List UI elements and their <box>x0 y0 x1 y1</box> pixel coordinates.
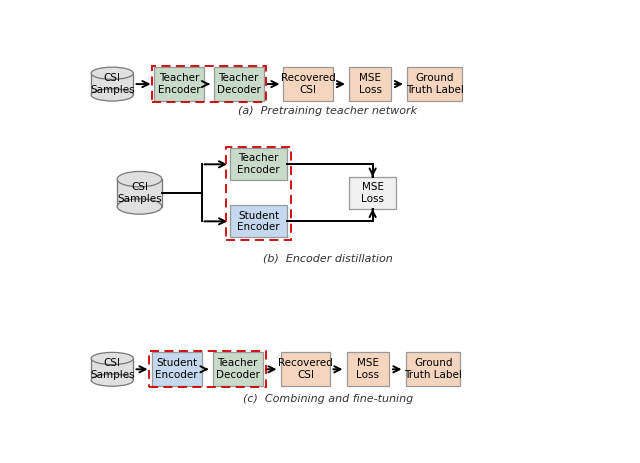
Bar <box>152 66 266 102</box>
Bar <box>349 177 396 209</box>
Bar <box>154 67 204 101</box>
Text: Teacher
Encoder: Teacher Encoder <box>237 154 280 175</box>
Bar <box>284 67 333 101</box>
Ellipse shape <box>117 171 162 187</box>
Bar <box>230 148 287 181</box>
Text: MSE
Loss: MSE Loss <box>361 182 384 204</box>
Text: CSI
Samples: CSI Samples <box>90 73 134 95</box>
Bar <box>91 358 133 380</box>
Text: MSE
Loss: MSE Loss <box>356 358 379 380</box>
Text: Ground
Truth Label: Ground Truth Label <box>406 73 463 95</box>
Bar <box>214 67 264 101</box>
Text: (b)  Encoder distillation: (b) Encoder distillation <box>263 254 393 264</box>
Bar <box>117 179 162 206</box>
Text: Teacher
Decoder: Teacher Decoder <box>217 73 260 95</box>
Bar <box>152 352 202 386</box>
Text: Ground
Truth Label: Ground Truth Label <box>404 358 462 380</box>
Text: Student
Encoder: Student Encoder <box>156 358 198 380</box>
Text: Teacher
Decoder: Teacher Decoder <box>216 358 260 380</box>
Bar <box>150 351 266 387</box>
Bar <box>347 352 388 386</box>
Bar <box>213 352 262 386</box>
Text: CSI
Samples: CSI Samples <box>117 182 162 204</box>
Ellipse shape <box>91 374 133 386</box>
Ellipse shape <box>117 199 162 214</box>
Ellipse shape <box>91 352 133 364</box>
Text: Teacher
Encoder: Teacher Encoder <box>158 73 200 95</box>
Bar <box>281 352 330 386</box>
Bar <box>349 67 391 101</box>
Text: (c)  Combining and fine-tuning: (c) Combining and fine-tuning <box>243 394 413 404</box>
Bar <box>91 73 133 95</box>
Bar <box>407 67 462 101</box>
Text: Student
Encoder: Student Encoder <box>237 211 280 232</box>
Ellipse shape <box>91 67 133 79</box>
Text: Recovered
CSI: Recovered CSI <box>281 73 335 95</box>
Text: MSE
Loss: MSE Loss <box>358 73 381 95</box>
Text: CSI
Samples: CSI Samples <box>90 358 134 380</box>
Bar <box>227 147 291 240</box>
Ellipse shape <box>91 89 133 101</box>
Bar <box>230 205 287 238</box>
Text: Recovered
CSI: Recovered CSI <box>278 358 333 380</box>
Bar <box>406 352 460 386</box>
Text: (a)  Pretraining teacher network: (a) Pretraining teacher network <box>239 106 417 116</box>
